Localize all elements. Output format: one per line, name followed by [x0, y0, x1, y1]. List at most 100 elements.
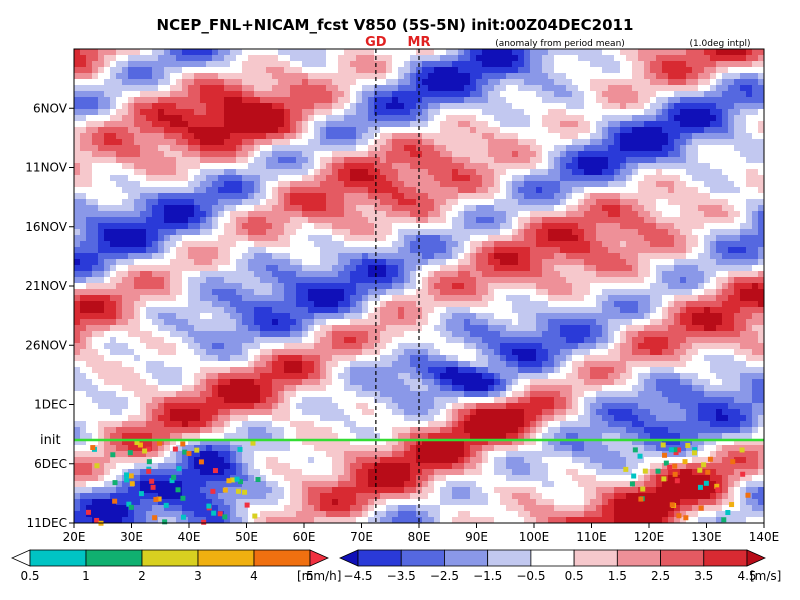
field-cell — [704, 241, 710, 247]
field-cell — [428, 289, 434, 295]
field-cell — [740, 229, 746, 235]
field-cell — [662, 163, 668, 169]
field-cell — [260, 67, 266, 73]
field-cell — [626, 121, 632, 127]
field-cell — [734, 211, 740, 217]
field-cell — [596, 235, 602, 241]
field-cell — [500, 79, 506, 85]
field-cell — [506, 109, 512, 115]
field-cell — [476, 73, 482, 79]
field-cell — [572, 247, 578, 253]
field-cell — [188, 85, 194, 91]
field-cell — [734, 121, 740, 127]
field-cell — [596, 289, 602, 295]
field-cell — [338, 145, 344, 151]
field-cell — [476, 55, 482, 61]
field-cell — [698, 187, 704, 193]
field-cell — [230, 157, 236, 163]
field-cell — [338, 247, 344, 253]
field-cell — [80, 307, 86, 313]
field-cell — [224, 151, 230, 157]
field-cell — [116, 235, 122, 241]
field-cell — [392, 97, 398, 103]
field-cell — [134, 301, 140, 307]
field-cell — [464, 103, 470, 109]
field-cell — [146, 91, 152, 97]
field-cell — [620, 73, 626, 79]
field-cell — [644, 115, 650, 121]
field-cell — [698, 73, 704, 79]
field-cell — [488, 295, 494, 301]
field-cell — [458, 253, 464, 259]
field-cell — [308, 151, 314, 157]
field-cell — [146, 61, 152, 67]
field-cell — [608, 181, 614, 187]
field-cell — [398, 73, 404, 79]
field-cell — [362, 169, 368, 175]
field-cell — [440, 169, 446, 175]
field-cell — [212, 307, 218, 313]
field-cell — [140, 289, 146, 295]
field-cell — [596, 61, 602, 67]
field-cell — [578, 235, 584, 241]
field-cell — [644, 241, 650, 247]
field-cell — [704, 133, 710, 139]
field-cell — [272, 85, 278, 91]
field-cell — [380, 187, 386, 193]
field-cell — [524, 205, 530, 211]
field-cell — [290, 133, 296, 139]
field-cell — [458, 235, 464, 241]
field-cell — [254, 307, 260, 313]
field-cell — [338, 187, 344, 193]
field-cell — [284, 103, 290, 109]
field-cell — [86, 91, 92, 97]
field-cell — [284, 67, 290, 73]
field-cell — [368, 115, 374, 121]
field-cell — [428, 271, 434, 277]
field-cell — [674, 301, 680, 307]
field-cell — [506, 271, 512, 277]
field-cell — [602, 265, 608, 271]
field-cell — [410, 91, 416, 97]
field-cell — [122, 301, 128, 307]
field-cell — [530, 79, 536, 85]
field-cell — [350, 79, 356, 85]
field-cell — [134, 163, 140, 169]
field-cell — [320, 73, 326, 79]
field-cell — [344, 193, 350, 199]
field-cell — [608, 115, 614, 121]
field-cell — [668, 235, 674, 241]
field-cell — [296, 175, 302, 181]
field-cell — [560, 289, 566, 295]
field-cell — [524, 217, 530, 223]
field-cell — [254, 139, 260, 145]
field-cell — [320, 187, 326, 193]
field-cell — [458, 61, 464, 67]
field-cell — [362, 175, 368, 181]
field-cell — [380, 235, 386, 241]
field-cell — [626, 271, 632, 277]
field-cell — [368, 283, 374, 289]
field-cell — [260, 247, 266, 253]
field-cell — [602, 133, 608, 139]
field-cell — [152, 187, 158, 193]
field-cell — [662, 235, 668, 241]
field-cell — [416, 79, 422, 85]
field-cell — [98, 91, 104, 97]
field-cell — [476, 271, 482, 277]
field-cell — [626, 235, 632, 241]
field-cell — [620, 163, 626, 169]
field-cell — [158, 49, 164, 55]
field-cell — [104, 223, 110, 229]
field-cell — [476, 211, 482, 217]
field-cell — [530, 229, 536, 235]
field-cell — [290, 193, 296, 199]
field-cell — [362, 91, 368, 97]
field-cell — [392, 67, 398, 73]
field-cell — [404, 61, 410, 67]
field-cell — [278, 217, 284, 223]
field-cell — [170, 217, 176, 223]
field-cell — [734, 181, 740, 187]
field-cell — [674, 103, 680, 109]
field-cell — [218, 49, 224, 55]
